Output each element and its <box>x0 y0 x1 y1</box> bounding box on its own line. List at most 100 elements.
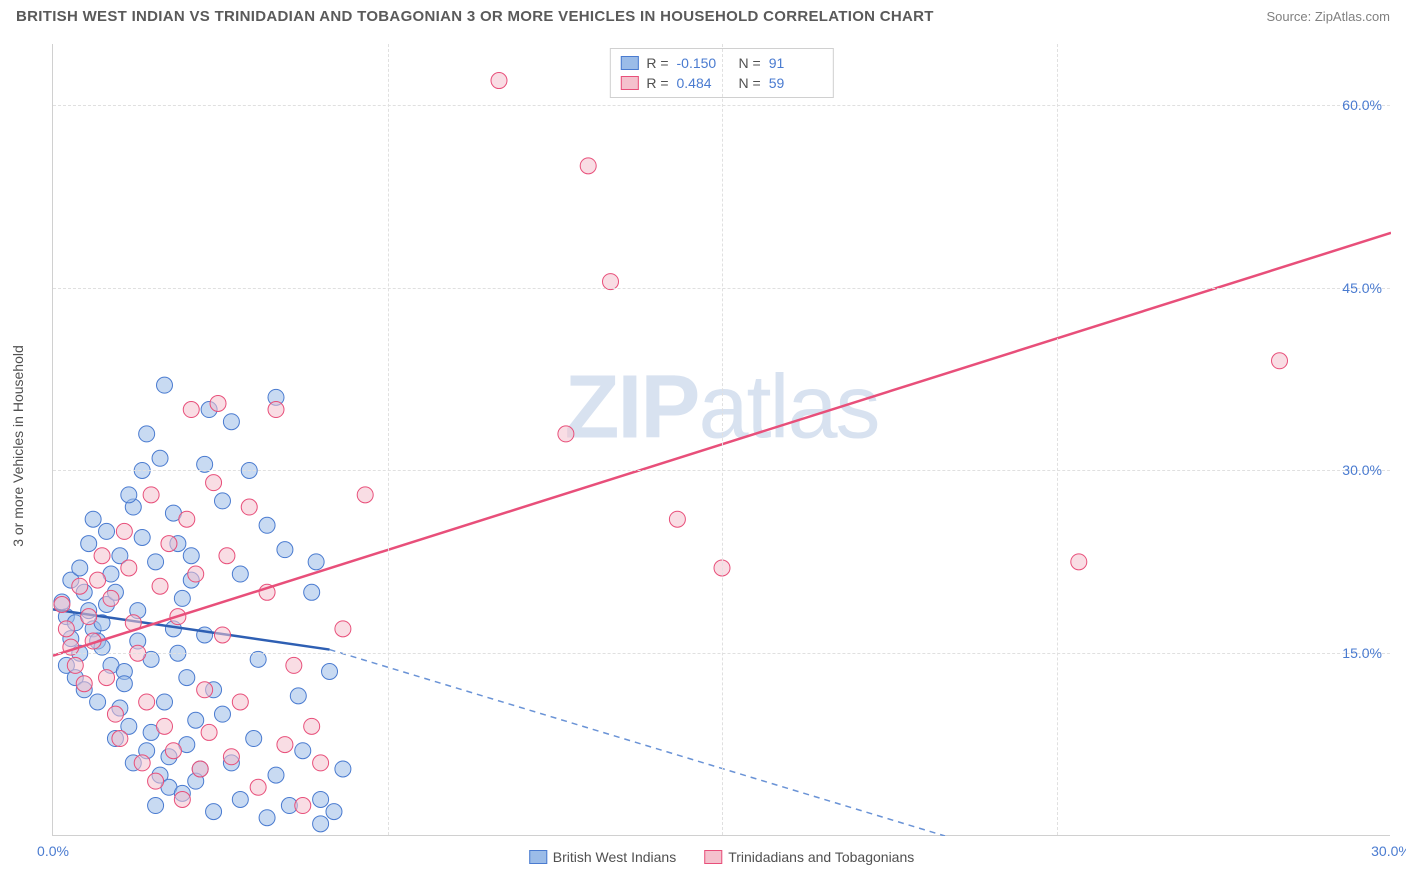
scatter-point <box>99 670 115 686</box>
scatter-point <box>179 670 195 686</box>
scatter-point <box>580 158 596 174</box>
scatter-point <box>103 590 119 606</box>
scatter-point <box>76 676 92 692</box>
scatter-point <box>148 773 164 789</box>
legend-n-label: N = <box>739 55 761 71</box>
scatter-point <box>81 536 97 552</box>
scatter-point <box>304 718 320 734</box>
gridline-vertical <box>388 44 389 835</box>
scatter-point <box>669 511 685 527</box>
scatter-point <box>139 426 155 442</box>
scatter-point <box>85 511 101 527</box>
x-tick-label: 30.0% <box>1371 843 1406 859</box>
scatter-point <box>326 804 342 820</box>
scatter-point <box>491 73 507 89</box>
scatter-point <box>214 627 230 643</box>
scatter-point <box>152 578 168 594</box>
scatter-point <box>152 450 168 466</box>
legend-swatch <box>704 850 722 864</box>
scatter-point <box>157 718 173 734</box>
scatter-point <box>206 475 222 491</box>
scatter-point <box>322 664 338 680</box>
scatter-point <box>81 609 97 625</box>
legend-series: British West Indians Trinidadians and Tob… <box>529 849 915 865</box>
scatter-point <box>268 767 284 783</box>
trend-line-dashed <box>330 650 945 836</box>
scatter-point <box>1272 353 1288 369</box>
scatter-point <box>148 554 164 570</box>
gridline-vertical <box>1057 44 1058 835</box>
scatter-point <box>143 487 159 503</box>
scatter-point <box>188 712 204 728</box>
scatter-point <box>232 566 248 582</box>
scatter-point <box>197 682 213 698</box>
y-tick-label: 60.0% <box>1342 97 1382 113</box>
scatter-point <box>277 737 293 753</box>
gridline-vertical <box>722 44 723 835</box>
scatter-point <box>241 499 257 515</box>
scatter-point <box>116 523 132 539</box>
scatter-point <box>214 706 230 722</box>
scatter-point <box>90 694 106 710</box>
scatter-point <box>246 731 262 747</box>
legend-series-item: Trinidadians and Tobagonians <box>704 849 914 865</box>
scatter-point <box>286 657 302 673</box>
scatter-point <box>313 755 329 771</box>
scatter-point <box>99 523 115 539</box>
scatter-point <box>259 810 275 826</box>
scatter-point <box>313 791 329 807</box>
chart-title: BRITISH WEST INDIAN VS TRINIDADIAN AND T… <box>16 8 934 25</box>
scatter-point <box>183 548 199 564</box>
x-tick-label: 0.0% <box>37 843 69 859</box>
scatter-point <box>121 560 137 576</box>
scatter-point <box>268 402 284 418</box>
scatter-point <box>148 798 164 814</box>
scatter-point <box>304 584 320 600</box>
scatter-point <box>290 688 306 704</box>
scatter-point <box>157 377 173 393</box>
chart-header: BRITISH WEST INDIAN VS TRINIDADIAN AND T… <box>0 0 1406 29</box>
scatter-point <box>335 621 351 637</box>
legend-n-value: 91 <box>769 55 823 71</box>
scatter-point <box>313 816 329 832</box>
scatter-point <box>121 487 137 503</box>
scatter-point <box>161 536 177 552</box>
legend-swatch <box>620 76 638 90</box>
scatter-point <box>223 414 239 430</box>
scatter-point <box>165 743 181 759</box>
scatter-point <box>72 560 88 576</box>
scatter-point <box>58 621 74 637</box>
legend-r-label: R = <box>646 55 668 71</box>
scatter-point <box>90 572 106 588</box>
legend-n-label: N = <box>739 75 761 91</box>
legend-n-value: 59 <box>769 75 823 91</box>
scatter-point <box>72 578 88 594</box>
scatter-point <box>232 791 248 807</box>
scatter-point <box>107 706 123 722</box>
scatter-point <box>295 743 311 759</box>
scatter-point <box>308 554 324 570</box>
y-tick-label: 45.0% <box>1342 280 1382 296</box>
scatter-point <box>67 657 83 673</box>
scatter-point <box>210 395 226 411</box>
scatter-point <box>54 596 70 612</box>
y-tick-label: 30.0% <box>1342 462 1382 478</box>
scatter-point <box>139 694 155 710</box>
scatter-point <box>179 511 195 527</box>
scatter-point <box>201 724 217 740</box>
legend-series-label: British West Indians <box>553 849 676 865</box>
scatter-point <box>223 749 239 765</box>
scatter-point <box>259 517 275 533</box>
legend-swatch <box>620 56 638 70</box>
scatter-point <box>558 426 574 442</box>
chart-source: Source: ZipAtlas.com <box>1266 9 1390 24</box>
scatter-point <box>250 779 266 795</box>
scatter-point <box>357 487 373 503</box>
y-axis-title: 3 or more Vehicles in Household <box>10 345 26 547</box>
chart-plot-area: ZIPatlas R =-0.150N =91R =0.484N =59 Bri… <box>52 44 1390 836</box>
scatter-point <box>174 791 190 807</box>
scatter-point <box>174 590 190 606</box>
scatter-point <box>112 731 128 747</box>
legend-series-item: British West Indians <box>529 849 676 865</box>
legend-r-label: R = <box>646 75 668 91</box>
